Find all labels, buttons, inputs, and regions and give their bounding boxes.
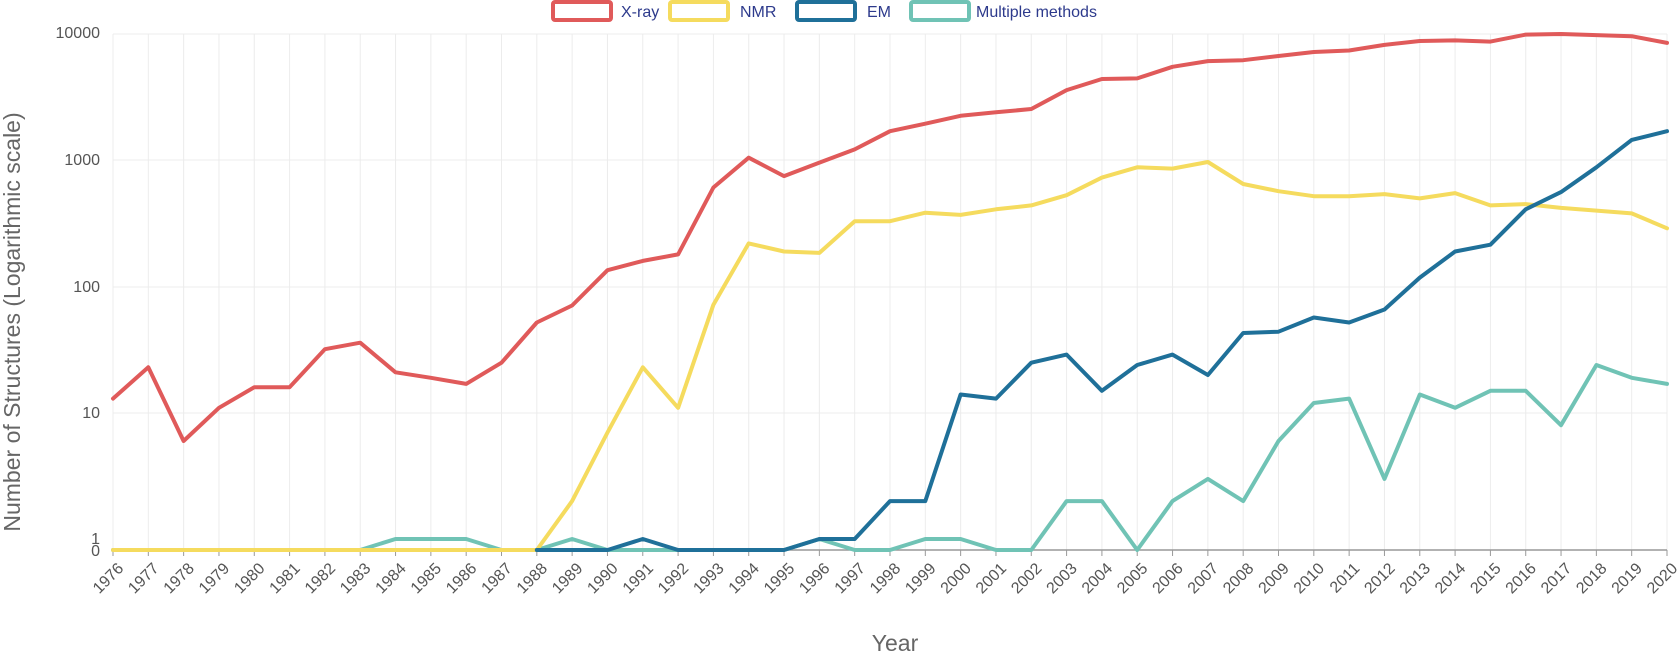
x-tick-label: 2019 xyxy=(1609,560,1646,597)
x-tick-label: 1981 xyxy=(267,560,304,597)
legend[interactable]: X-ray NMR EM Multiple methods xyxy=(551,0,1097,22)
x-tick-label: 1982 xyxy=(302,560,339,597)
x-tick-label: 2008 xyxy=(1220,560,1257,597)
legend-swatch xyxy=(909,0,971,22)
legend-item-multiple-methods[interactable]: Multiple methods xyxy=(909,0,1097,22)
x-tick-label: 1980 xyxy=(231,560,268,597)
y-tick-label: 1 xyxy=(91,531,100,548)
x-tick-label: 1986 xyxy=(443,560,480,597)
x-tick-label: 2014 xyxy=(1432,560,1469,597)
x-tick-label: 1988 xyxy=(514,560,551,597)
x-tick-label: 2010 xyxy=(1291,560,1328,597)
x-tick-label: 1998 xyxy=(867,560,904,597)
series-layer xyxy=(111,32,1669,552)
y-axis-ticks: 01 10 100 1000 10000 xyxy=(56,25,101,560)
legend-label: Multiple methods xyxy=(976,4,1097,21)
y-axis-title: Number of Structures (Logarithmic scale) xyxy=(0,112,25,531)
legend-label: EM xyxy=(867,4,891,21)
x-tick-label: 1983 xyxy=(337,560,374,597)
series-line-multiple-methods xyxy=(111,363,1669,552)
x-tick-label: 2015 xyxy=(1467,560,1504,597)
legend-swatch xyxy=(551,0,613,22)
series-line-nmr xyxy=(111,160,1669,552)
x-tick-label: 2009 xyxy=(1255,560,1292,597)
x-tick-label: 1976 xyxy=(90,560,127,597)
x-tick-label: 1989 xyxy=(549,560,586,597)
legend-item-nmr[interactable]: NMR xyxy=(668,0,776,22)
legend-swatch xyxy=(795,0,857,22)
x-tick-label: 1997 xyxy=(832,560,869,597)
x-tick-label: 2006 xyxy=(1150,560,1187,597)
x-tick-label: 1994 xyxy=(726,560,763,597)
x-tick-label: 1993 xyxy=(690,560,727,597)
x-tick-label: 1987 xyxy=(478,560,515,597)
x-tick-label: 2012 xyxy=(1361,560,1398,597)
x-tick-label: 2016 xyxy=(1503,560,1540,597)
y-tick-label: 10 xyxy=(82,405,100,422)
x-tick-label: 1995 xyxy=(761,560,798,597)
x-tick-label: 1996 xyxy=(796,560,833,597)
x-tick-label: 2020 xyxy=(1644,560,1677,597)
x-axis-ticks: 1976197719781979198019811982198319841985… xyxy=(90,550,1677,597)
legend-item-em[interactable]: EM xyxy=(795,0,891,22)
x-tick-label: 2007 xyxy=(1185,560,1222,597)
series-line-x-ray xyxy=(111,32,1669,443)
x-tick-label: 1999 xyxy=(902,560,939,597)
x-tick-label: 1990 xyxy=(584,560,621,597)
x-tick-label: 2003 xyxy=(1044,560,1081,597)
y-tick-label: 0 xyxy=(91,543,100,560)
x-axis-title: Year xyxy=(872,630,919,654)
series-line-em xyxy=(534,129,1669,552)
x-tick-label: 2013 xyxy=(1397,560,1434,597)
x-tick-label: 2011 xyxy=(1327,560,1363,596)
x-tick-label: 2001 xyxy=(973,560,1010,597)
x-tick-label: 2002 xyxy=(1008,560,1045,597)
x-tick-label: 2004 xyxy=(1079,560,1116,597)
x-tick-label: 2000 xyxy=(938,560,975,597)
x-tick-label: 1992 xyxy=(655,560,692,597)
legend-swatch xyxy=(668,0,730,22)
x-tick-label: 1984 xyxy=(373,560,410,597)
legend-label: NMR xyxy=(740,4,776,21)
y-tick-label: 100 xyxy=(73,279,100,296)
x-tick-label: 1978 xyxy=(161,560,198,597)
y-tick-label: 1000 xyxy=(64,152,100,169)
x-tick-label: 2017 xyxy=(1538,560,1575,597)
legend-label: X-ray xyxy=(621,4,659,21)
legend-item-x-ray[interactable]: X-ray xyxy=(551,0,659,22)
x-tick-label: 2005 xyxy=(1114,560,1151,597)
x-tick-label: 1985 xyxy=(408,560,445,597)
x-tick-label: 1991 xyxy=(620,560,657,597)
grid xyxy=(112,33,1668,550)
y-tick-label: 10000 xyxy=(56,25,101,42)
x-tick-label: 1979 xyxy=(196,560,233,597)
x-tick-label: 1977 xyxy=(125,560,162,597)
x-tick-label: 2018 xyxy=(1573,560,1610,597)
